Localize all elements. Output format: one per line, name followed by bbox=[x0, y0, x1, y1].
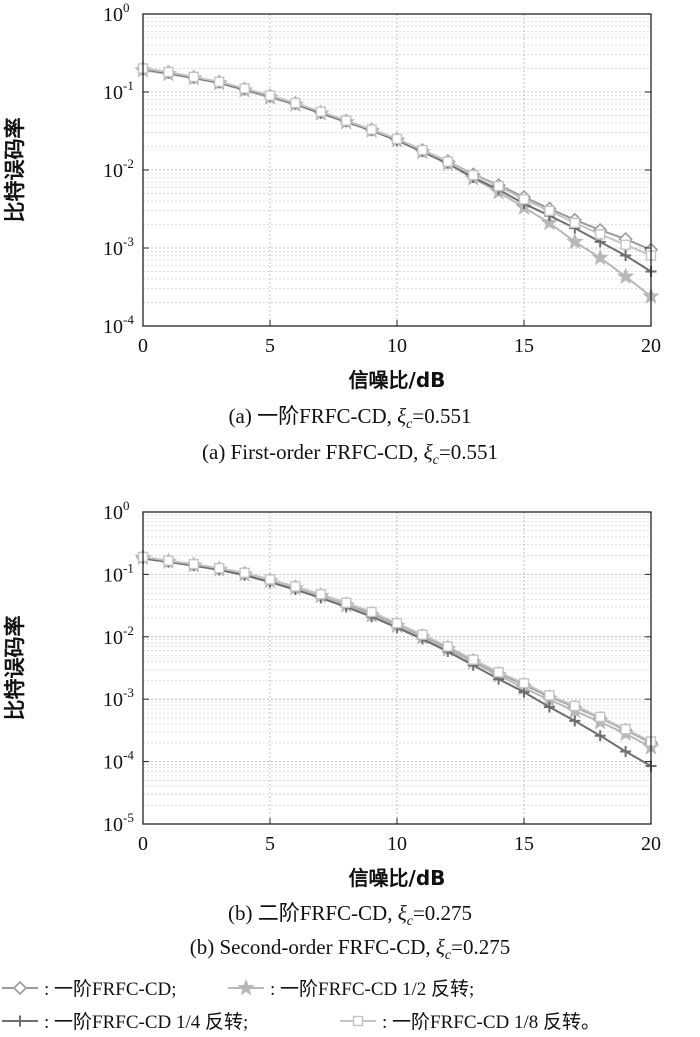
y-tick-label: 100 bbox=[103, 0, 130, 26]
data-point bbox=[417, 629, 428, 640]
legend-label: : 一阶FRFC-CD 1/2 反转; bbox=[270, 978, 474, 1000]
y-tick-label: 10-2 bbox=[103, 156, 134, 182]
x-tick-label: 5 bbox=[265, 335, 275, 357]
y-axis-label: 比特误码率 bbox=[3, 616, 27, 721]
legend-label: : 一阶FRFC-CD; bbox=[44, 978, 177, 1000]
y-tick-label: 10-1 bbox=[103, 560, 134, 586]
x-tick-label: 10 bbox=[387, 833, 407, 855]
data-point bbox=[544, 205, 555, 216]
data-point bbox=[518, 678, 530, 689]
data-point bbox=[213, 562, 225, 574]
legend-marker bbox=[352, 1015, 364, 1027]
grid bbox=[143, 512, 651, 824]
data-point bbox=[540, 213, 559, 231]
data-point bbox=[591, 248, 609, 266]
data-point bbox=[213, 76, 225, 88]
data-point bbox=[620, 250, 632, 262]
data-point bbox=[594, 730, 606, 742]
x-tick-label: 20 bbox=[641, 833, 661, 855]
data-point bbox=[543, 701, 555, 713]
data-point bbox=[616, 267, 635, 284]
x-tick-label: 0 bbox=[138, 335, 148, 357]
y-axis-label: 比特误码率 bbox=[3, 118, 27, 223]
data-point bbox=[493, 180, 504, 192]
data-point bbox=[391, 133, 403, 145]
caption-en: (b) Second-order FRFC-CD, ξc=0.275 bbox=[190, 935, 510, 963]
y-tick-label: 10-5 bbox=[103, 810, 134, 836]
chart-panel-b: 100 10-1 10-2 10-3 10-4 10-50 5 10 15 20 比特误码率信噪比/… bbox=[3, 498, 661, 963]
data-point bbox=[442, 641, 453, 652]
data-point bbox=[290, 581, 301, 592]
data-point bbox=[468, 654, 479, 665]
x-tick-label: 15 bbox=[514, 335, 534, 357]
data-point bbox=[620, 724, 631, 735]
caption-cn: (b) 二阶FRFC-CD, ξc=0.275 bbox=[228, 901, 472, 929]
x-axis-label: 信噪比/dB bbox=[349, 866, 446, 890]
y-tick-label: 10-4 bbox=[103, 748, 134, 774]
legend-item-half: : 一阶FRFC-CD 1/2 反转; bbox=[228, 978, 474, 1000]
data-point bbox=[366, 124, 377, 135]
y-tick-label: 100 bbox=[103, 498, 130, 524]
x-tick-label: 20 bbox=[641, 335, 661, 357]
data-point bbox=[239, 83, 250, 94]
caption-en: (a) First-order FRFC-CD, ξc=0.551 bbox=[202, 440, 498, 468]
data-point bbox=[264, 574, 276, 585]
data-point bbox=[442, 156, 453, 167]
data-point bbox=[341, 115, 352, 126]
legend-item-order1: : 一阶FRFC-CD; bbox=[2, 978, 177, 1000]
data-point bbox=[569, 715, 581, 727]
legend: : 一阶FRFC-CD; : 一阶FRFC-CD 1/2 反转; : 一阶FRFC-… bbox=[2, 978, 600, 1033]
data-point bbox=[620, 746, 632, 758]
data-point bbox=[620, 239, 631, 250]
data-point bbox=[468, 169, 479, 181]
data-point bbox=[163, 66, 174, 78]
data-point bbox=[595, 711, 606, 723]
data-point bbox=[518, 194, 530, 205]
x-tick-label: 15 bbox=[514, 833, 534, 855]
data-point bbox=[315, 106, 326, 117]
legend-marker bbox=[14, 1015, 26, 1027]
data-point bbox=[391, 618, 403, 629]
data-point bbox=[417, 144, 428, 156]
x-tick-label: 10 bbox=[387, 335, 407, 357]
data-point bbox=[569, 700, 580, 712]
grid bbox=[143, 14, 651, 326]
data-point bbox=[163, 555, 174, 566]
y-tick-label: 10-3 bbox=[103, 234, 134, 260]
y-tick-label: 10-3 bbox=[103, 685, 134, 711]
data-point bbox=[188, 71, 200, 83]
data-point bbox=[264, 90, 276, 101]
data-point bbox=[188, 558, 200, 570]
legend-marker bbox=[12, 980, 28, 996]
y-tick-label: 10-1 bbox=[103, 78, 134, 104]
data-point bbox=[595, 229, 606, 240]
data-point bbox=[544, 690, 555, 701]
data-point bbox=[569, 217, 580, 229]
y-tick-label: 10-2 bbox=[103, 623, 134, 649]
x-tick-label: 0 bbox=[138, 833, 148, 855]
y-tick-label: 10-4 bbox=[103, 312, 134, 338]
data-point bbox=[290, 97, 301, 109]
legend-item-eighth: : 一阶FRFC-CD 1/8 反转。 bbox=[340, 1011, 600, 1033]
data-point bbox=[566, 232, 584, 250]
legend-label: : 一阶FRFC-CD 1/8 反转。 bbox=[382, 1011, 600, 1033]
x-tick-label: 5 bbox=[265, 833, 275, 855]
data-point bbox=[341, 597, 352, 609]
data-point bbox=[366, 606, 377, 618]
legend-item-quarter: : 一阶FRFC-CD 1/4 反转; bbox=[2, 1011, 248, 1033]
data-point bbox=[493, 667, 504, 678]
legend-marker bbox=[237, 978, 255, 996]
data-point bbox=[315, 589, 326, 600]
data-point bbox=[239, 567, 250, 579]
x-axis-label: 信噪比/dB bbox=[349, 368, 446, 392]
legend-label: : 一阶FRFC-CD 1/4 反转; bbox=[44, 1011, 248, 1033]
caption-cn: (a) 一阶FRFC-CD, ξc=0.551 bbox=[229, 404, 472, 432]
